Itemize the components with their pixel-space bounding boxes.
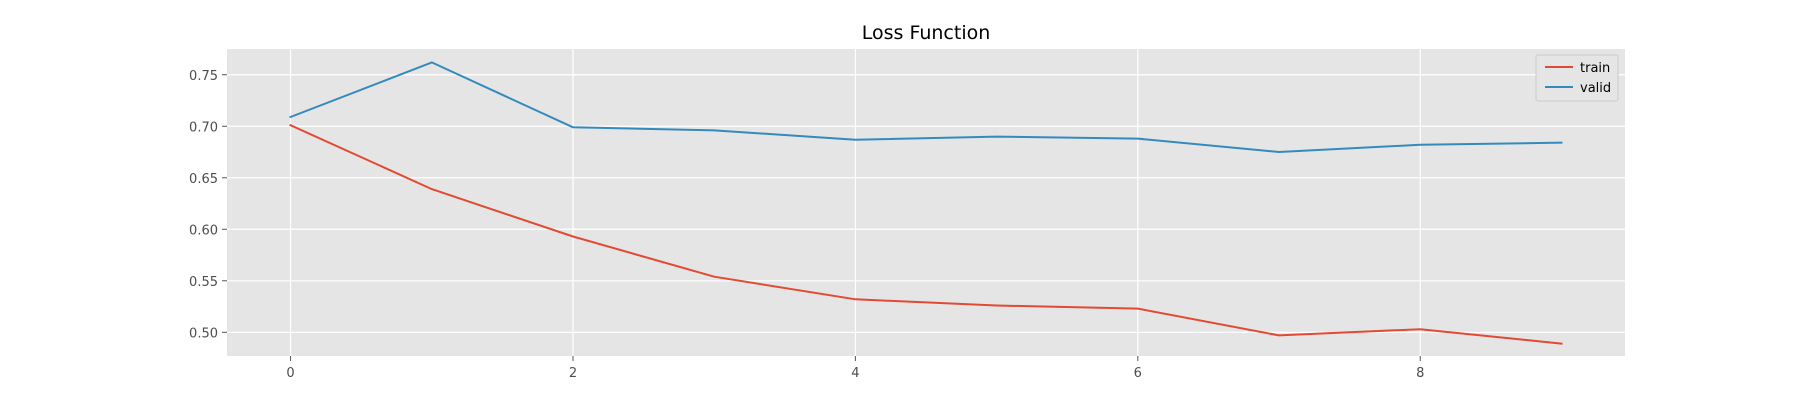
- y-tick-label: 0.50: [189, 326, 218, 341]
- x-tick-label: 8: [1416, 366, 1424, 381]
- x-tick-label: 0: [286, 366, 294, 381]
- y-tick-label: 0.75: [189, 69, 218, 84]
- series-lines: [289, 61, 1563, 345]
- y-tick-label: 0.70: [189, 120, 218, 135]
- plot-area: [227, 49, 1625, 356]
- x-tick-label: 6: [1134, 366, 1142, 381]
- y-tick-label: 0.65: [189, 172, 218, 187]
- series-line-train: [289, 123, 1563, 345]
- x-tick-label: 4: [851, 366, 859, 381]
- series-line-valid: [289, 61, 1563, 153]
- chart-title: Loss Function: [862, 22, 991, 44]
- legend: train valid: [1535, 54, 1619, 102]
- y-tick-label: 0.55: [189, 275, 218, 290]
- x-tick-label: 2: [569, 366, 577, 381]
- legend-label-train: train: [1580, 61, 1610, 76]
- axis-ticks: 0 2 4 6 8 0.50 0.55 0.60 0.65 0.70 0.75: [189, 69, 1424, 381]
- legend-label-valid: valid: [1580, 81, 1611, 96]
- y-tick-label: 0.60: [189, 223, 218, 238]
